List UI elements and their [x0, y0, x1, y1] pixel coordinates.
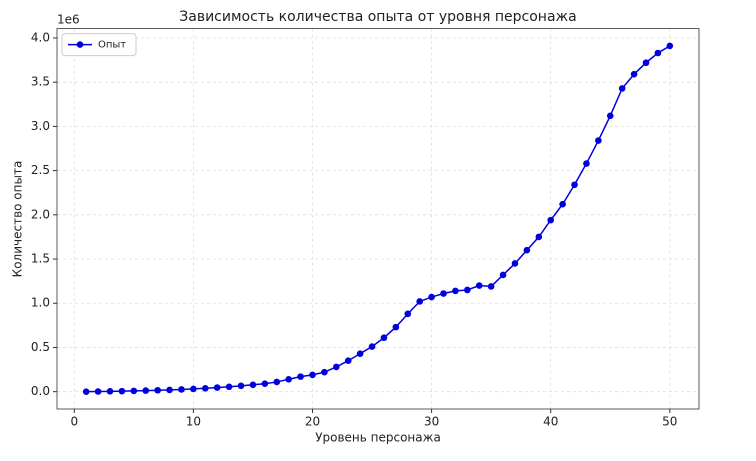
data-point — [428, 293, 435, 301]
y-tick-label: 4.0 — [31, 30, 50, 44]
data-point — [535, 233, 543, 241]
data-point — [666, 42, 674, 50]
data-point — [511, 260, 519, 267]
data-point — [487, 283, 495, 290]
y-tick-label: 0.5 — [31, 340, 50, 354]
data-point — [190, 385, 197, 393]
plot-frame — [56, 28, 700, 410]
y-tick-label: 2.0 — [31, 207, 50, 221]
y-axis-label: Количество опыта — [11, 161, 25, 278]
data-point — [559, 200, 566, 208]
y-tick-label: 0.0 — [31, 384, 50, 398]
y-offset-label: 1e6 — [57, 13, 80, 27]
data-point — [380, 334, 388, 342]
data-point — [404, 310, 412, 318]
x-axis-label: Уровень персонажа — [315, 431, 441, 445]
data-point — [606, 112, 614, 120]
data-point — [118, 387, 126, 395]
data-point — [142, 387, 150, 394]
data-point — [583, 160, 590, 167]
data-point — [201, 385, 209, 392]
x-tick-label: 10 — [186, 415, 201, 429]
legend-label: Опыт — [98, 40, 126, 51]
data-point — [333, 363, 340, 371]
x-tick-label: 40 — [543, 415, 558, 429]
y-tick-label: 3.5 — [31, 75, 50, 89]
data-point — [392, 323, 400, 331]
x-tick-label: 50 — [662, 415, 677, 429]
data-point — [130, 387, 138, 395]
data-point — [94, 388, 102, 395]
data-point — [154, 386, 161, 394]
legend-marker — [76, 41, 84, 48]
data-point — [595, 137, 602, 144]
data-point — [654, 49, 662, 57]
data-point — [452, 287, 459, 295]
x-tick-label: 30 — [424, 415, 439, 429]
data-point — [237, 382, 245, 390]
data-point — [642, 59, 650, 67]
y-tick-label: 3.0 — [31, 119, 50, 133]
data-point — [249, 381, 257, 389]
data-point — [499, 271, 507, 279]
data-point — [82, 388, 90, 395]
y-tick-label: 1.5 — [31, 252, 50, 266]
data-point — [321, 368, 328, 376]
x-tick-label: 20 — [305, 415, 320, 429]
data-point — [273, 378, 281, 386]
data-point — [106, 388, 114, 395]
y-tick-label: 2.5 — [31, 163, 50, 177]
data-point — [571, 181, 578, 189]
data-point — [368, 343, 376, 350]
data-point — [523, 246, 531, 254]
y-tick-label: 1.0 — [31, 296, 50, 310]
data-point — [356, 350, 364, 357]
data-point — [618, 85, 626, 92]
data-point — [475, 282, 483, 289]
data-point — [178, 386, 185, 393]
data-point — [344, 357, 352, 365]
data-point — [166, 386, 173, 394]
data-point — [416, 298, 423, 305]
x-tick-label: 0 — [70, 415, 78, 429]
data-point — [261, 380, 269, 388]
data-point — [297, 373, 304, 380]
data-point — [630, 70, 638, 78]
data-point — [225, 383, 233, 391]
data-point — [440, 290, 447, 297]
chart-title: Зависимость количества опыта от уровня п… — [179, 9, 576, 25]
data-point — [309, 371, 316, 379]
data-point — [285, 375, 292, 383]
legend-box — [61, 33, 137, 57]
data-point — [464, 286, 471, 294]
data-point — [213, 384, 221, 391]
data-point — [547, 216, 555, 224]
